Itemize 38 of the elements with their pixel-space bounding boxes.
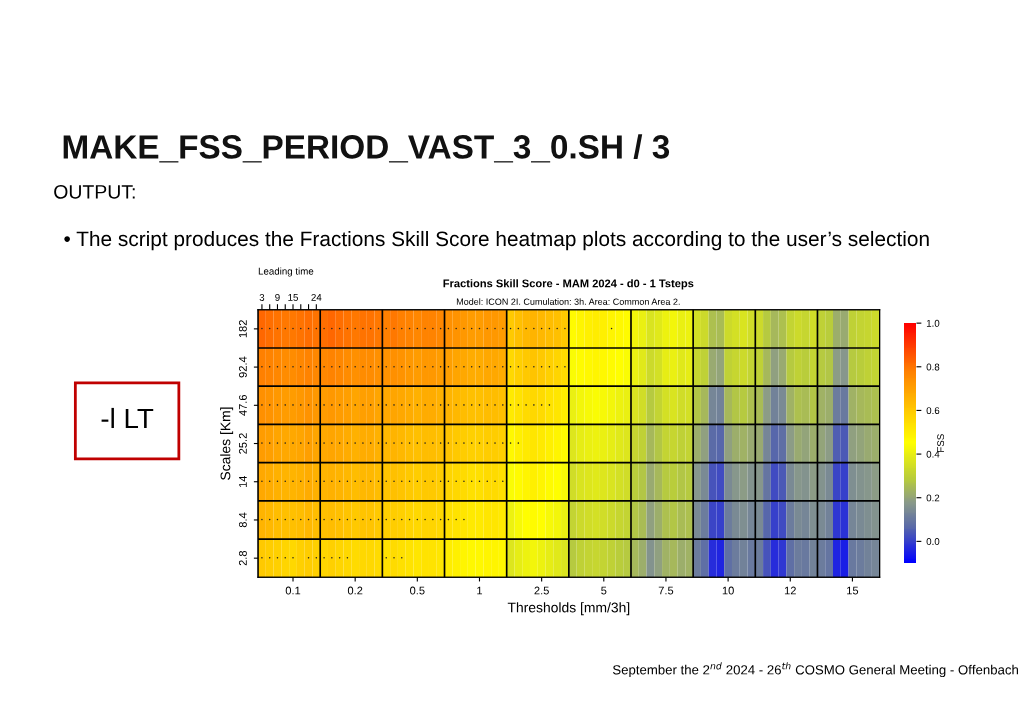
- y-axis-title: Scales [Km]: [220, 407, 234, 480]
- x-tick-label: 7.5: [658, 586, 674, 595]
- x-tick-label: 12: [784, 586, 796, 595]
- color-bar-label: 0.4: [926, 450, 940, 458]
- x-tick-label: 1: [477, 586, 483, 595]
- text: • The script produces the Fractions Skill Score heatmap plots according to the user’s selection: [64, 230, 929, 251]
- text: September the 2$^{nd}$ 2024 - 26$^{th}$ COSMO General Meeting - Offenbach: [612, 662, 1018, 678]
- y-tick-label: 8.4: [238, 512, 247, 528]
- color-bar-label: 0.0: [926, 538, 940, 545]
- x-tick-label: 15: [847, 586, 859, 595]
- color-bar-label: 0.2: [926, 494, 940, 502]
- y-tick-label: 92.4: [238, 356, 247, 378]
- x2-tick-label: 24: [311, 294, 322, 301]
- color-bar-title: FSS: [937, 434, 945, 452]
- x2-tick-label: 15: [288, 294, 299, 301]
- text: OUTPUT:: [54, 184, 135, 199]
- text: -l LT: [101, 407, 154, 429]
- x-tick-label: 0.1: [285, 586, 301, 595]
- y-tick-label: 25.2: [238, 433, 247, 454]
- x2-tick-label: 9: [275, 294, 280, 301]
- x-tick-label: 0.5: [410, 586, 425, 595]
- x-tick-label: 0.2: [347, 586, 363, 595]
- x-axis-title: Thresholds [mm/3h]: [507, 602, 630, 616]
- y-tick-label: 14: [239, 475, 247, 488]
- x2-tick-label: 3: [259, 294, 265, 301]
- color-bar-label: 0.8: [926, 363, 940, 371]
- y-tick-label: 2.8: [238, 550, 247, 566]
- x-tick-label: 5: [601, 586, 607, 595]
- y-tick-label: 182: [238, 320, 247, 338]
- color-bar-label: 1.0: [926, 319, 940, 327]
- chart-subtitle: Model: ICON 2I. Cumulation: 3h. Area: Common Area 2.: [456, 298, 680, 305]
- x-tick-label: 2.5: [534, 586, 549, 595]
- y-tick-label: 47.6: [238, 394, 247, 416]
- x-tick-label: 10: [722, 586, 734, 595]
- text: MAKE_FSS_PERIOD_VAST_3_0.SH / 3: [63, 134, 670, 163]
- color-bar-label: 0.6: [926, 407, 940, 415]
- chart-title: Fractions Skill Score - MAM 2024 - d0 - 1 Tsteps: [443, 279, 694, 290]
- x2-axis-title: Leading time: [258, 267, 314, 277]
